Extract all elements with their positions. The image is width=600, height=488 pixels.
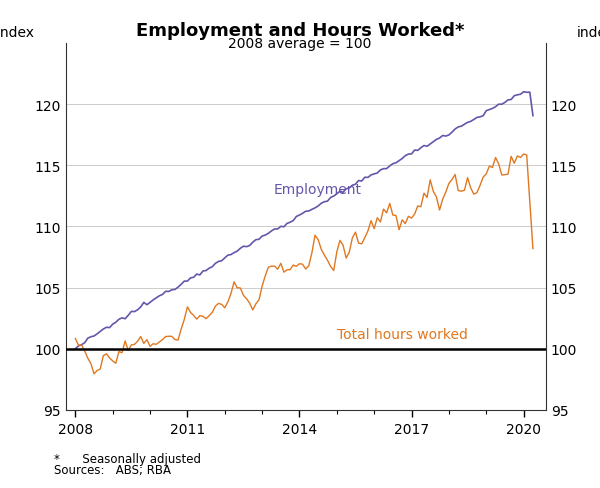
Text: Employment: Employment	[274, 183, 361, 196]
Text: Total hours worked: Total hours worked	[337, 327, 467, 341]
Text: index: index	[577, 26, 600, 41]
Text: index: index	[0, 26, 35, 41]
Text: 2008 average = 100: 2008 average = 100	[229, 37, 371, 51]
Text: *      Seasonally adjusted: * Seasonally adjusted	[54, 451, 201, 465]
Text: Employment and Hours Worked*: Employment and Hours Worked*	[136, 22, 464, 40]
Text: Sources:   ABS; RBA: Sources: ABS; RBA	[54, 463, 171, 476]
